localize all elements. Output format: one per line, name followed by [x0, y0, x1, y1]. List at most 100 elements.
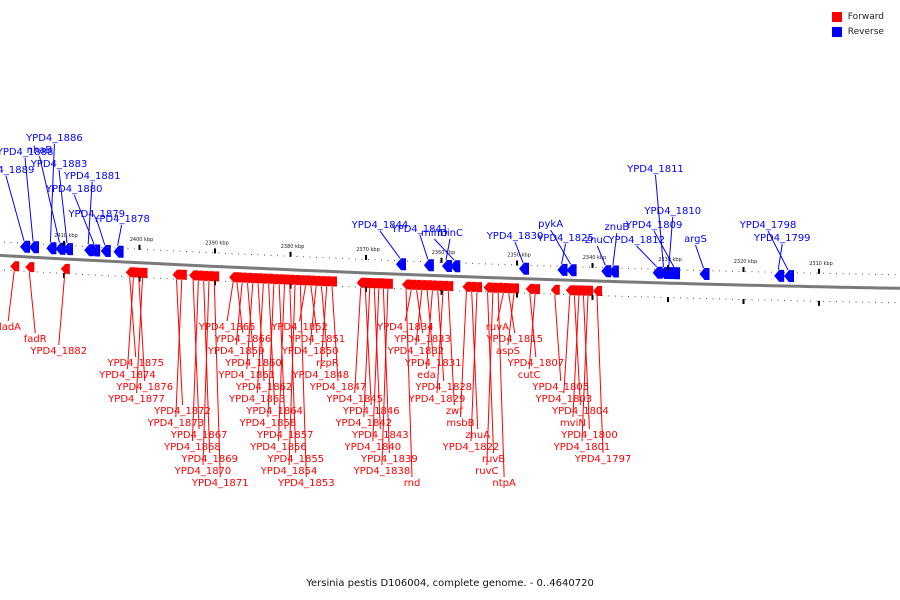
strand-dot [524, 264, 525, 266]
tick-mark [289, 283, 292, 289]
reverse-gene-arrow [396, 258, 406, 271]
forward-gene-leader [277, 284, 285, 442]
forward-gene-label: YPD4_1833 [393, 334, 451, 345]
legend-forward: Forward [831, 9, 884, 24]
forward-gene-label: dadA [0, 322, 21, 333]
forward-gene-label: YPD4_1868 [163, 442, 221, 453]
forward-gene-label: YPD4_1861 [217, 370, 275, 381]
reverse-gene-leader [5, 175, 25, 241]
forward-gene-arrow [328, 276, 337, 287]
reverse-gene-label: YPD4_1889 [0, 165, 34, 176]
strand-dot [868, 273, 870, 275]
strand-dot [192, 279, 194, 281]
strand-dot [576, 266, 577, 268]
reverse-gene-arrow [519, 262, 529, 275]
forward-gene-leader [447, 291, 455, 406]
strand-dot [303, 284, 304, 286]
forward-gene-arrow [504, 283, 514, 294]
forward-gene-label: znuA [465, 430, 490, 441]
strand-dot [114, 247, 116, 249]
forward-gene-leader [354, 287, 362, 394]
strand-dot [43, 243, 44, 245]
strand-dot [576, 294, 577, 296]
strand-dot [888, 302, 889, 304]
forward-gene-label: YPD4_1807 [507, 358, 565, 369]
strand-dot [738, 270, 740, 272]
forward-gene-label: YPD4_1873 [146, 418, 204, 429]
strand-dot [108, 247, 109, 249]
forward-gene-leader [203, 280, 211, 454]
strand-dot [186, 279, 187, 280]
strand-dot [680, 269, 681, 271]
strand-dot [69, 273, 70, 275]
forward-gene-arrow [306, 275, 316, 286]
strand-dot [582, 294, 584, 296]
strand-dot [426, 289, 428, 291]
reverse-gene-arrow [699, 268, 710, 280]
forward-gene-leader [487, 292, 495, 454]
forward-gene-leader [596, 296, 604, 454]
forward-gene-leader [299, 285, 307, 478]
reverse-gene-label: YPD4_1881 [63, 171, 121, 182]
forward-gene-leader [554, 294, 562, 382]
strand-dot [563, 294, 564, 295]
strand-dot [537, 293, 538, 295]
forward-gene-label: rzpR [316, 358, 339, 369]
strand-dot [355, 286, 356, 288]
reverse-gene-label: YPD4_1825 [536, 233, 594, 244]
strand-dot [231, 253, 233, 255]
strand-dot [784, 272, 785, 273]
reverse-gene-label: YPD4_1878 [92, 214, 150, 225]
strand-dot [400, 260, 402, 262]
forward-gene-arrow [462, 281, 472, 292]
strand-dot [732, 298, 733, 300]
reverse-gene-label: YPD4_1799 [753, 233, 811, 244]
strand-dot [160, 277, 161, 279]
strand-dot [108, 275, 109, 277]
forward-gene-leader [436, 290, 444, 394]
reverse-gene-label: YPD4_1880 [45, 184, 103, 195]
strand-dot [784, 300, 785, 301]
strand-dot [615, 267, 616, 269]
reverse-gene-leader [514, 241, 524, 263]
strand-dot [69, 245, 70, 247]
reverse-gene-leader [117, 224, 123, 246]
strand-dot [49, 272, 51, 274]
forward-gene-label: YPD4_1859 [207, 346, 265, 357]
strand-dot [75, 245, 77, 247]
strand-dot [420, 261, 421, 262]
strand-dot [335, 285, 337, 287]
strand-dot [654, 268, 655, 270]
strand-dot [95, 274, 96, 276]
strand-dot [394, 288, 395, 289]
forward-gene-leader [364, 287, 372, 406]
forward-gene-label: msbB [446, 418, 474, 429]
strand-dot [699, 269, 701, 271]
strand-dot [30, 243, 31, 245]
forward-gene-label: YPD4_1864 [245, 406, 303, 417]
forward-gene-leader [202, 281, 210, 466]
strand-dot [355, 258, 356, 260]
forward-gene-arrow [205, 271, 214, 282]
reverse-gene-leader [767, 230, 789, 271]
strand-dot [413, 260, 415, 262]
strand-dot [595, 267, 597, 268]
forward-gene-leader [7, 271, 15, 322]
forward-gene-label: YPD4_1822 [442, 442, 500, 453]
reverse-gene-leader [49, 143, 55, 243]
strand-dot [673, 269, 675, 271]
strand-dot [810, 300, 811, 302]
reverse-gene-arrow [670, 267, 680, 280]
strand-dot [361, 286, 363, 288]
tick-mark [818, 300, 820, 306]
reverse-gene-arrow [90, 244, 101, 257]
forward-gene-label: YPD4_1865 [198, 322, 256, 333]
strand-dot [30, 271, 31, 273]
forward-gene-label: YPD4_1874 [98, 370, 156, 381]
forward-gene-arrow [194, 270, 204, 281]
forward-gene-label: YPD4_1805 [531, 382, 589, 393]
strand-dot [127, 276, 129, 278]
strand-dot [465, 262, 467, 264]
